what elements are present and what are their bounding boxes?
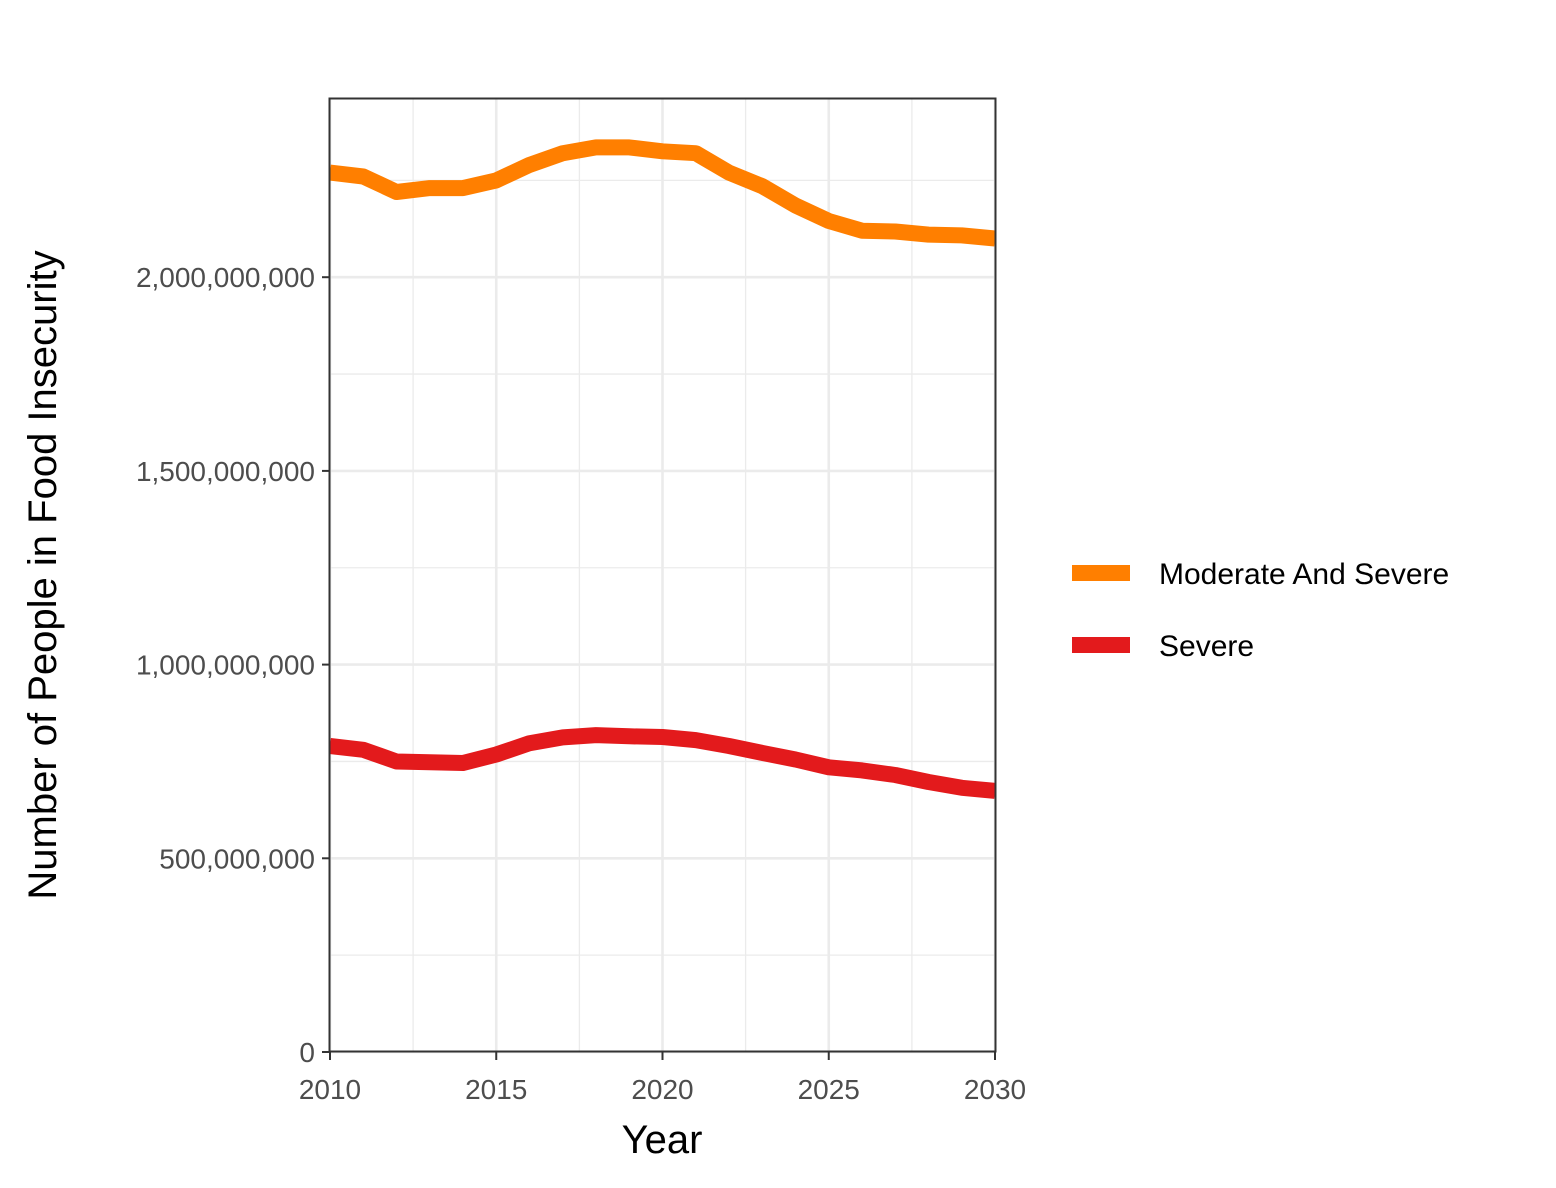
x-tick-label: 2025 bbox=[798, 1074, 860, 1105]
legend: Moderate And Severe Severe bbox=[1072, 558, 1449, 663]
y-axis: 0 500,000,000 1,000,000,000 1,500,000,000 2,… bbox=[136, 262, 330, 1068]
y-axis-title: Number of People in Food Insecurity bbox=[21, 250, 65, 899]
x-axis: 2010 2015 2020 2025 2030 bbox=[299, 1052, 1026, 1105]
x-tick-label: 2010 bbox=[299, 1074, 361, 1105]
series-line-severe bbox=[329, 727, 996, 799]
y-tick-label: 1,500,000,000 bbox=[136, 456, 315, 487]
series-line-moderate-and-severe bbox=[329, 139, 996, 247]
legend-label: Severe bbox=[1159, 630, 1254, 663]
y-tick-label: 2,000,000,000 bbox=[136, 262, 315, 293]
series-lines bbox=[329, 139, 996, 799]
y-tick-label: 0 bbox=[299, 1037, 315, 1068]
panel-border bbox=[328, 97, 997, 1053]
y-tick-label: 1,000,000,000 bbox=[136, 650, 315, 681]
x-tick-label: 2020 bbox=[631, 1074, 693, 1105]
x-tick-label: 2015 bbox=[465, 1074, 527, 1105]
x-axis-title: Year bbox=[622, 1118, 703, 1162]
legend-label: Moderate And Severe bbox=[1159, 558, 1449, 591]
y-tick-label: 500,000,000 bbox=[159, 843, 315, 874]
x-tick-label: 2030 bbox=[964, 1074, 1026, 1105]
